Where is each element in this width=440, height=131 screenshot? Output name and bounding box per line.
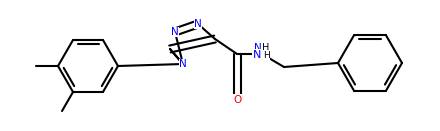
Text: N: N [254, 43, 262, 53]
Text: N: N [253, 50, 261, 60]
Text: H: H [263, 50, 270, 59]
Text: N: N [171, 27, 179, 37]
Text: O: O [233, 95, 241, 105]
Text: H: H [262, 43, 270, 53]
Text: H: H [258, 49, 266, 59]
Text: N: N [179, 59, 187, 69]
Text: N: N [194, 19, 202, 29]
